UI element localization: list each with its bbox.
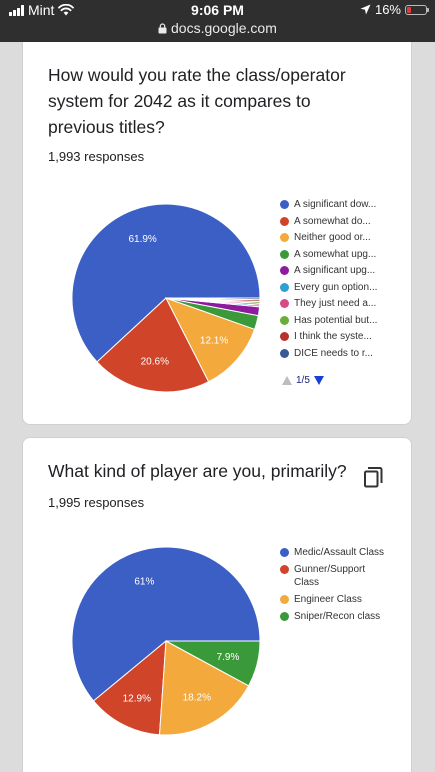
pie-slice[interactable] bbox=[71, 203, 261, 363]
legend-item[interactable]: They just need a... bbox=[280, 297, 377, 310]
legend-label: A significant dow... bbox=[294, 199, 377, 210]
legend-label: Gunner/Support Class bbox=[294, 564, 366, 588]
legend-item[interactable]: Gunner/Support Class bbox=[280, 563, 390, 589]
legend-item[interactable]: DICE needs to r... bbox=[280, 347, 377, 360]
carrier-name: Mint bbox=[28, 2, 55, 18]
clock: 9:06 PM bbox=[191, 2, 244, 18]
legend-label: Has potential but... bbox=[294, 314, 378, 326]
pie-slice[interactable] bbox=[71, 546, 261, 702]
legend-label: A somewhat upg... bbox=[294, 248, 377, 260]
pie-slice[interactable] bbox=[164, 297, 256, 383]
pager-up-icon[interactable] bbox=[282, 376, 292, 385]
question-title: What kind of player are you, primarily? bbox=[48, 461, 347, 481]
legend-item[interactable]: Sniper/Recon class bbox=[280, 610, 390, 623]
pie-slice[interactable] bbox=[158, 640, 250, 736]
legend-swatch bbox=[280, 548, 289, 557]
pie-slice[interactable] bbox=[92, 639, 167, 736]
status-bar: Mint 9:06 PM docs.google.com 16% bbox=[0, 0, 435, 42]
legend-item[interactable]: A significant dow... bbox=[280, 198, 377, 211]
legend-label: Every gun option... bbox=[294, 281, 378, 293]
legend-swatch bbox=[280, 200, 289, 209]
lock-icon bbox=[158, 23, 167, 34]
legend-label: Engineer Class bbox=[294, 594, 362, 605]
legend-swatch bbox=[280, 332, 289, 341]
legend-swatch bbox=[280, 249, 289, 259]
legend-pager: 1/5 bbox=[282, 375, 324, 386]
legend-label: DICE needs to r... bbox=[294, 347, 373, 359]
legend-label: A significant upg... bbox=[294, 265, 376, 276]
question-title: How would you rate the class/operator sy… bbox=[48, 65, 346, 137]
battery-percent: 16% bbox=[374, 2, 401, 17]
url-bar[interactable]: docs.google.com bbox=[0, 20, 435, 36]
legend-swatch bbox=[280, 266, 289, 275]
legend-swatch bbox=[280, 282, 289, 292]
legend-swatch bbox=[280, 315, 289, 325]
legend-item[interactable]: Medic/Assault Class bbox=[280, 546, 390, 559]
legend-label: Neither good or... bbox=[294, 232, 371, 243]
legend-swatch bbox=[280, 595, 289, 604]
slice-label: 12.9% bbox=[123, 693, 151, 704]
legend-label: A somewhat do... bbox=[294, 215, 371, 227]
legend-swatch bbox=[280, 348, 289, 358]
legend-item[interactable]: A somewhat upg... bbox=[280, 248, 377, 261]
slice-label: 61% bbox=[134, 576, 154, 587]
carrier-group: Mint bbox=[9, 2, 75, 18]
url-text: docs.google.com bbox=[171, 20, 277, 36]
battery-icon bbox=[405, 4, 429, 15]
pager-label: 1/5 bbox=[296, 375, 310, 386]
pie-chart[interactable]: 61.9% 20.6% 12.1% bbox=[61, 193, 271, 403]
slice-label: 7.9% bbox=[217, 652, 240, 663]
slice-label: 18.2% bbox=[183, 693, 211, 704]
legend-label: Sniper/Recon class bbox=[294, 611, 381, 622]
pie-slice[interactable] bbox=[96, 297, 210, 393]
legend-swatch bbox=[280, 565, 289, 574]
location-arrow-icon bbox=[360, 4, 371, 15]
pager-down-icon[interactable] bbox=[313, 376, 324, 385]
slice-label: 61.9% bbox=[128, 234, 156, 245]
legend-item[interactable]: Every gun option... bbox=[280, 281, 377, 294]
legend-swatch bbox=[280, 612, 289, 621]
pie-chart[interactable]: 61% 12.9% 18.2% 7.9% bbox=[61, 536, 271, 746]
legend-item[interactable]: Neither good or... bbox=[280, 231, 377, 244]
question-card-2: What kind of player are you, primarily? … bbox=[22, 437, 412, 772]
legend-item[interactable]: A somewhat do... bbox=[280, 215, 377, 228]
pie-slice[interactable] bbox=[165, 297, 261, 301]
legend-item[interactable]: Engineer Class bbox=[280, 593, 390, 606]
legend-swatch bbox=[280, 299, 289, 308]
legend-item[interactable]: Has potential but... bbox=[280, 314, 377, 327]
legend-label: I think the syste... bbox=[294, 331, 372, 342]
signal-bars-icon bbox=[9, 4, 24, 16]
copy-icon[interactable] bbox=[363, 464, 385, 488]
legend-swatch bbox=[280, 216, 289, 226]
pie-slice[interactable] bbox=[165, 640, 261, 687]
status-right: 16% bbox=[360, 2, 429, 17]
chart-legend: Medic/Assault Class Gunner/Support Class E… bbox=[280, 546, 390, 627]
legend-item[interactable]: I think the syste... bbox=[280, 330, 377, 343]
legend-label: Medic/Assault Class bbox=[294, 547, 385, 558]
slice-label: 20.6% bbox=[141, 356, 169, 367]
response-count: 1,993 responses bbox=[48, 149, 145, 164]
legend-item[interactable]: A significant upg... bbox=[280, 264, 377, 277]
response-count: 1,995 responses bbox=[48, 495, 145, 510]
wifi-icon bbox=[58, 4, 75, 16]
question-card-1: How would you rate the class/operator sy… bbox=[22, 42, 412, 425]
chart-legend: A significant dow... A somewhat do... Neit… bbox=[280, 198, 377, 363]
legend-label: They just need a... bbox=[294, 298, 377, 309]
legend-swatch bbox=[280, 233, 289, 242]
slice-label: 12.1% bbox=[200, 336, 228, 347]
